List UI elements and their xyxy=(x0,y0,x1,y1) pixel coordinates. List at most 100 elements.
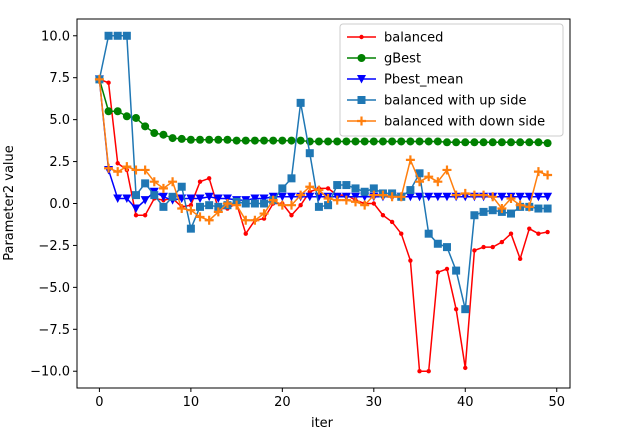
data-point xyxy=(360,187,369,196)
data-point xyxy=(122,194,132,203)
data-point xyxy=(232,200,242,210)
legend-item: Pbest_mean xyxy=(347,73,463,88)
legend-item: balanced xyxy=(347,31,443,46)
y-axis-label: Parameter2 value xyxy=(2,145,17,261)
legend-marker xyxy=(357,96,366,104)
data-point xyxy=(380,213,386,218)
data-point xyxy=(159,202,168,211)
data-point xyxy=(241,199,250,208)
data-point xyxy=(186,224,195,233)
y-tick-label: −10.0 xyxy=(30,365,70,380)
data-point xyxy=(186,205,196,215)
data-point xyxy=(507,209,516,218)
data-point xyxy=(259,194,269,203)
data-point xyxy=(351,137,360,146)
data-point xyxy=(453,306,459,312)
legend-marker xyxy=(357,116,366,126)
data-point xyxy=(104,31,113,40)
data-point xyxy=(204,192,214,202)
data-point xyxy=(140,165,150,175)
x-tick-label: 30 xyxy=(366,395,383,410)
data-point xyxy=(324,201,333,210)
data-point xyxy=(113,31,122,40)
data-point xyxy=(177,182,186,191)
data-point xyxy=(435,270,441,275)
data-point xyxy=(479,207,488,216)
data-point xyxy=(305,192,315,202)
data-point xyxy=(371,201,377,206)
legend-marker xyxy=(357,54,366,62)
data-point xyxy=(360,137,369,146)
data-point xyxy=(206,176,212,181)
data-point xyxy=(525,138,534,147)
data-point xyxy=(260,136,269,145)
x-tick-label: 40 xyxy=(457,395,474,410)
data-point xyxy=(94,74,104,84)
data-point xyxy=(289,213,294,218)
data-point xyxy=(177,204,187,214)
data-point xyxy=(259,209,269,219)
data-point xyxy=(305,182,315,192)
data-point xyxy=(424,229,433,238)
legend-item: gBest xyxy=(347,52,421,67)
data-point xyxy=(333,181,342,190)
data-point xyxy=(286,192,296,202)
data-point xyxy=(417,369,422,374)
data-point xyxy=(286,200,296,210)
data-point xyxy=(426,369,431,374)
plot-area xyxy=(94,31,553,374)
y-axis-ticks: −10.0 −7.5 −5.0 −2.5 0.0 2.5 5.0 7.5 10.0 xyxy=(30,29,77,380)
data-point xyxy=(452,266,461,275)
y-tick-label: −7.5 xyxy=(38,323,70,338)
y-tick-label: 2.5 xyxy=(49,155,70,170)
data-point xyxy=(196,135,205,144)
data-point xyxy=(444,266,450,272)
data-point xyxy=(296,136,305,145)
legend-label: balanced with down side xyxy=(384,115,545,130)
data-point xyxy=(115,161,120,166)
data-point xyxy=(387,192,397,202)
data-point xyxy=(113,107,122,116)
data-point xyxy=(186,194,196,203)
data-point xyxy=(324,137,333,146)
data-point xyxy=(499,239,505,245)
data-point xyxy=(472,248,477,253)
data-point xyxy=(133,213,139,218)
legend-label: balanced with up side xyxy=(384,94,527,109)
data-point xyxy=(460,188,470,198)
data-point xyxy=(470,138,479,147)
data-point xyxy=(277,192,287,202)
data-point xyxy=(399,231,404,236)
data-point xyxy=(287,174,296,183)
data-point xyxy=(543,204,552,213)
data-point xyxy=(168,134,177,143)
data-point xyxy=(342,181,351,190)
data-point xyxy=(268,195,278,205)
y-tick-label: −2.5 xyxy=(38,239,70,254)
data-point xyxy=(213,207,223,217)
data-point xyxy=(333,137,342,146)
legend: balanced gBest Pbest_mean balanced with up … xyxy=(339,23,564,137)
data-point xyxy=(515,200,525,210)
data-point xyxy=(524,202,534,212)
legend-marker xyxy=(359,34,364,40)
data-point xyxy=(241,136,250,145)
series-4 xyxy=(94,74,553,225)
data-point xyxy=(222,194,232,203)
data-point xyxy=(424,192,434,202)
data-point xyxy=(461,305,470,314)
data-point xyxy=(168,192,177,201)
data-point xyxy=(168,177,178,187)
data-point xyxy=(342,137,351,146)
data-point xyxy=(277,200,287,210)
data-point xyxy=(497,138,506,147)
y-tick-label: 0.0 xyxy=(49,197,70,212)
data-point xyxy=(516,138,525,147)
data-point xyxy=(543,139,552,148)
data-point xyxy=(433,137,442,146)
data-point xyxy=(369,184,378,193)
data-point xyxy=(250,199,259,208)
data-point xyxy=(397,137,406,146)
data-point xyxy=(534,138,543,147)
data-point xyxy=(517,256,523,262)
